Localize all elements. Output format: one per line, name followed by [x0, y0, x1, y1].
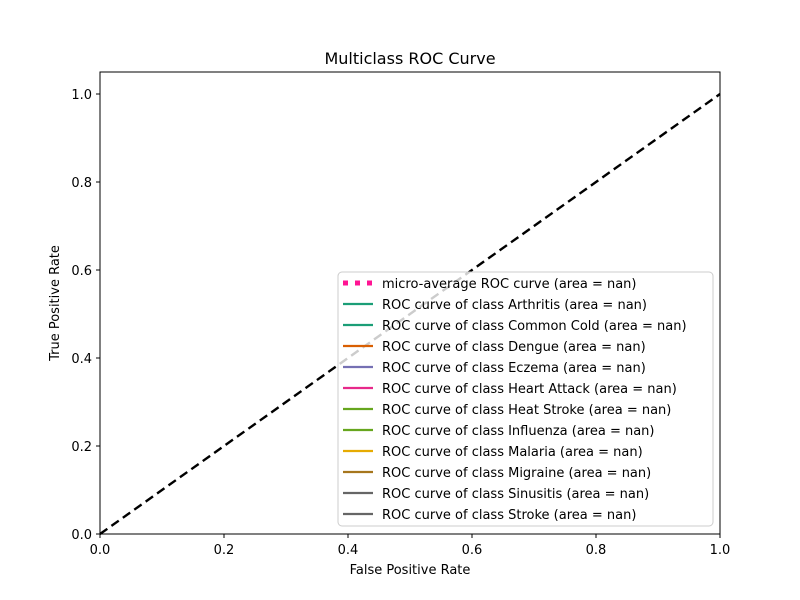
x-axis-label: False Positive Rate [350, 563, 471, 578]
legend-label-9: ROC curve of class Migraine (area = nan) [382, 466, 651, 481]
legend-label-7: ROC curve of class Influenza (area = nan… [382, 424, 655, 439]
x-tick-label: 0.0 [90, 543, 111, 558]
y-tick-label: 0.6 [71, 264, 92, 279]
chart-title: Multiclass ROC Curve [324, 49, 495, 68]
y-axis-label: True Positive Rate [48, 245, 63, 362]
x-tick-label: 0.4 [338, 543, 359, 558]
legend-label-6: ROC curve of class Heat Stroke (area = n… [382, 403, 671, 418]
x-tick-label: 1.0 [710, 543, 731, 558]
legend-label-5: ROC curve of class Heart Attack (area = … [382, 382, 677, 397]
x-tick-label: 0.6 [462, 543, 483, 558]
x-axis-ticks: 0.0 0.2 0.4 0.6 0.8 1.0 [90, 534, 731, 558]
legend-items: micro-average ROC curve (area = nan) ROC … [343, 277, 687, 523]
legend-label-8: ROC curve of class Malaria (area = nan) [382, 445, 643, 460]
legend-label-4: ROC curve of class Eczema (area = nan) [382, 361, 646, 376]
legend-label-3: ROC curve of class Dengue (area = nan) [382, 340, 646, 355]
legend-label-2: ROC curve of class Common Cold (area = n… [382, 319, 687, 334]
plot-frame [99, 71, 721, 535]
y-axis-ticks: 0.0 0.2 0.4 0.6 0.8 1.0 [71, 88, 100, 543]
legend-label-10: ROC curve of class Sinusitis (area = nan… [382, 487, 649, 502]
legend: micro-average ROC curve (area = nan) ROC … [337, 271, 714, 527]
legend-box [337, 271, 714, 527]
y-tick-label: 0.8 [71, 176, 92, 191]
legend-label-0: micro-average ROC curve (area = nan) [382, 277, 636, 292]
legend-label-1: ROC curve of class Arthritis (area = nan… [382, 298, 647, 313]
y-tick-label: 0.0 [71, 528, 92, 543]
x-tick-label: 0.8 [586, 543, 607, 558]
y-tick-label: 0.4 [71, 352, 92, 367]
y-tick-label: 1.0 [71, 88, 92, 103]
y-tick-label: 0.2 [71, 440, 92, 455]
legend-label-11: ROC curve of class Stroke (area = nan) [382, 508, 636, 523]
x-tick-label: 0.2 [214, 543, 235, 558]
